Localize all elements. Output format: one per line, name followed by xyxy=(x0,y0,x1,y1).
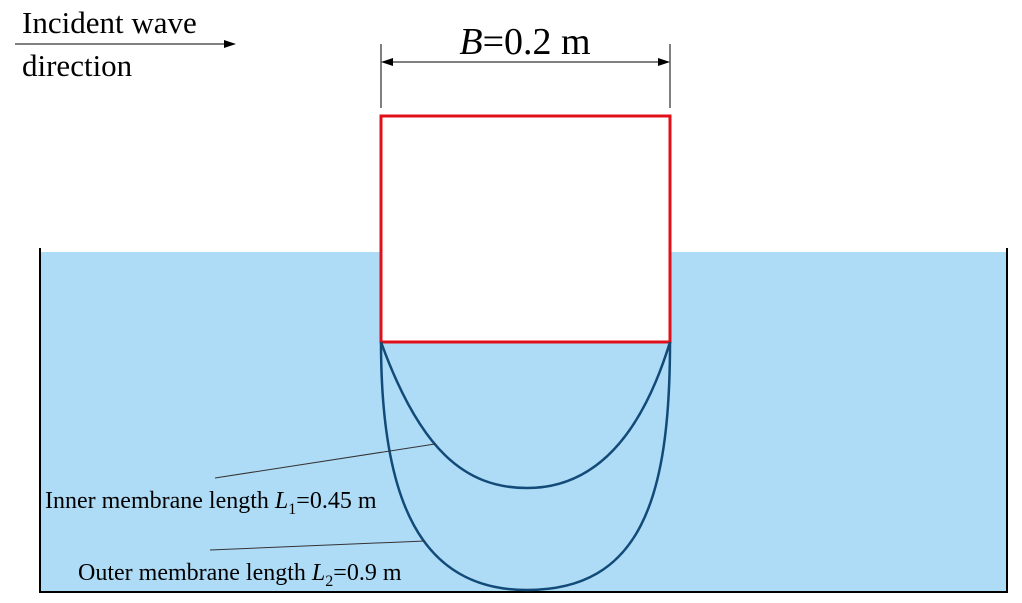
label-subscript: 1 xyxy=(288,501,296,518)
tank xyxy=(39,248,1008,593)
leader-line xyxy=(214,443,436,479)
label-value: =0.9 m xyxy=(333,560,402,586)
width-symbol: B xyxy=(459,21,482,63)
outer-label: Outer membrane length L2=0.9 m xyxy=(78,560,402,590)
outer-membrane xyxy=(379,341,672,592)
floating-box xyxy=(379,114,672,344)
label-value: =0.45 m xyxy=(296,488,377,514)
width-value: =0.2 m xyxy=(483,21,591,63)
inner-membrane xyxy=(379,341,672,490)
incident-label: direction xyxy=(22,48,133,83)
label-symbol: L xyxy=(311,560,325,586)
label-text: Outer membrane length xyxy=(78,560,312,586)
label-subscript: 2 xyxy=(325,573,333,590)
inner-label: Inner membrane length L1=0.45 m xyxy=(45,488,377,518)
label-symbol: L xyxy=(274,488,288,514)
width-label: B=0.2 m xyxy=(459,21,590,63)
label-text: Inner membrane length xyxy=(45,488,275,514)
incident-label: Incident wave xyxy=(22,5,197,40)
leader-line xyxy=(209,540,426,551)
